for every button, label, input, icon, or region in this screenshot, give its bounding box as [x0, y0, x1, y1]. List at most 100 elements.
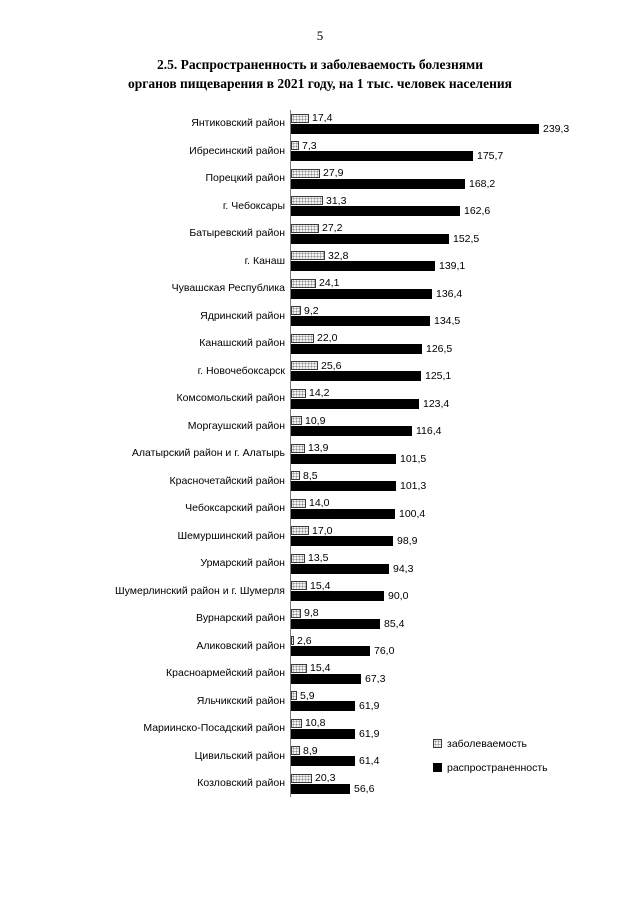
- incidence-value-label: 5,9: [300, 689, 315, 702]
- incidence-bar: 14,0: [291, 497, 329, 509]
- incidence-bar: 32,8: [291, 250, 348, 262]
- category-label: Ядринский район: [200, 309, 285, 322]
- category-label: Янтиковский район: [191, 117, 285, 130]
- category-label: Ибресинский район: [189, 144, 285, 157]
- chart-title-line1: 2.5. Распространенность и заболеваемость…: [156, 57, 484, 72]
- incidence-value-label: 10,9: [305, 414, 326, 427]
- chart-row: Чебоксарский район 14,0 100,4: [105, 494, 640, 523]
- prevalence-bar: 168,2: [291, 178, 495, 190]
- incidence-bar: 5,9: [291, 690, 315, 702]
- legend-item-prevalence: распространенность: [433, 762, 548, 774]
- chart-row: Чувашская Республика 24,1 136,4: [105, 274, 640, 303]
- prevalence-bar: 61,9: [291, 728, 379, 740]
- category-label: Аликовский район: [196, 639, 285, 652]
- incidence-value-label: 13,9: [308, 442, 329, 455]
- prevalence-bar: 61,9: [291, 700, 379, 712]
- category-label: Чебоксарский район: [185, 502, 285, 515]
- legend-label-prevalence: распространенность: [447, 761, 548, 774]
- prevalence-value-label: 175,7: [477, 150, 504, 163]
- page-number: 5: [316, 28, 324, 43]
- chart-row: Вурнарский район 9,8 85,4: [105, 604, 640, 633]
- chart-row: Цивильский район 8,9 61,4: [105, 742, 640, 770]
- bar-group: 24,1 136,4: [290, 274, 601, 303]
- prevalence-bar: 56,6: [291, 783, 374, 795]
- prevalence-bar: 98,9: [291, 535, 417, 547]
- chart-row: Яльчикский район 5,9 61,9: [105, 687, 640, 715]
- category-label: Батыревский район: [189, 227, 285, 240]
- legend-item-incidence: заболеваемость: [433, 738, 548, 750]
- incidence-value-label: 25,6: [321, 359, 342, 372]
- incidence-value-label: 17,0: [312, 524, 333, 537]
- chart-row: Мариинско-Посадский район 10,8 61,9: [105, 714, 640, 743]
- chart-legend: заболеваемость распространенность: [433, 738, 548, 786]
- incidence-value-label: 14,0: [309, 497, 330, 510]
- bar-group: 32,8 139,1: [290, 247, 601, 275]
- incidence-value-label: 13,5: [308, 552, 329, 565]
- category-label: Моргаушский район: [187, 419, 285, 432]
- category-label: г. Новочебоксарск: [197, 364, 285, 377]
- prevalence-value-label: 152,5: [453, 232, 480, 245]
- incidence-bar: 27,9: [291, 167, 343, 179]
- category-label: г. Чебоксары: [222, 199, 285, 212]
- incidence-value-label: 14,2: [309, 387, 330, 400]
- incidence-bar: 17,4: [291, 112, 332, 124]
- incidence-value-label: 22,0: [317, 332, 338, 345]
- bar-group: 31,3 162,6: [290, 192, 601, 220]
- prevalence-bar: 85,4: [291, 618, 404, 630]
- bar-group: 15,4 90,0: [290, 577, 601, 605]
- prevalence-value-label: 125,1: [425, 370, 452, 383]
- prevalence-swatch-icon: [433, 763, 442, 773]
- category-label: Вурнарский район: [195, 612, 285, 625]
- incidence-value-label: 7,3: [302, 139, 317, 152]
- prevalence-value-label: 76,0: [374, 645, 395, 658]
- incidence-bar: 20,3: [291, 772, 335, 784]
- prevalence-value-label: 61,9: [359, 700, 380, 713]
- category-label: Алатырский район и г. Алатырь: [131, 447, 285, 460]
- chart-row: Комсомольский район 14,2 123,4: [105, 384, 640, 413]
- chart-title: 2.5. Распространенность и заболеваемость…: [0, 56, 640, 94]
- prevalence-value-label: 61,4: [359, 755, 380, 768]
- chart-row: Канашский район 22,0 126,5: [105, 329, 640, 358]
- category-label: Шемуршинский район: [177, 529, 285, 542]
- incidence-value-label: 17,4: [312, 112, 333, 125]
- incidence-value-label: 8,9: [303, 744, 318, 757]
- incidence-bar: 27,2: [291, 222, 342, 234]
- prevalence-bar: 94,3: [291, 563, 413, 575]
- bar-group: 10,9 116,4: [290, 412, 601, 440]
- incidence-bar: 7,3: [291, 140, 317, 152]
- legend-label-incidence: заболеваемость: [447, 737, 527, 750]
- prevalence-bar: 136,4: [291, 288, 462, 300]
- chart-row: Ядринский район 9,2 134,5: [105, 302, 640, 330]
- bar-group: 5,9 61,9: [290, 687, 601, 715]
- bar-group: 8,9 61,4: [290, 742, 601, 770]
- prevalence-value-label: 56,6: [354, 782, 375, 795]
- incidence-value-label: 10,8: [305, 717, 326, 730]
- prevalence-bar: 90,0: [291, 590, 408, 602]
- bar-group: 25,6 125,1: [290, 357, 601, 385]
- prevalence-bar: 162,6: [291, 205, 490, 217]
- incidence-bar: 17,0: [291, 525, 332, 537]
- incidence-value-label: 20,3: [315, 772, 336, 785]
- prevalence-value-label: 134,5: [434, 315, 461, 328]
- incidence-bar: 13,9: [291, 442, 328, 454]
- category-label: Красноармейский район: [166, 667, 285, 680]
- category-label: Урмарский район: [200, 557, 285, 570]
- chart-plot: Янтиковский район 17,4 239,3 Ибресинский ра…: [105, 109, 640, 798]
- bar-group: 14,2 123,4: [290, 384, 601, 413]
- bar-group: 8,5 101,3: [290, 467, 601, 495]
- prevalence-bar: 101,5: [291, 453, 426, 465]
- prevalence-bar: 126,5: [291, 343, 452, 355]
- prevalence-bar: 239,3: [291, 123, 569, 135]
- chart-row: Ибресинский район 7,3 175,7: [105, 137, 640, 165]
- prevalence-value-label: 61,9: [359, 727, 380, 740]
- incidence-value-label: 24,1: [319, 277, 340, 290]
- prevalence-value-label: 90,0: [388, 590, 409, 603]
- bar-group: 13,5 94,3: [290, 549, 601, 578]
- category-label: Чувашская Республика: [171, 282, 285, 295]
- chart-row: Алатырский район и г. Алатырь 13,9 101,5: [105, 439, 640, 468]
- bar-group: 17,4 239,3: [290, 109, 601, 138]
- prevalence-value-label: 168,2: [469, 177, 496, 190]
- prevalence-value-label: 98,9: [397, 535, 418, 548]
- chart-row: Янтиковский район 17,4 239,3: [105, 109, 640, 138]
